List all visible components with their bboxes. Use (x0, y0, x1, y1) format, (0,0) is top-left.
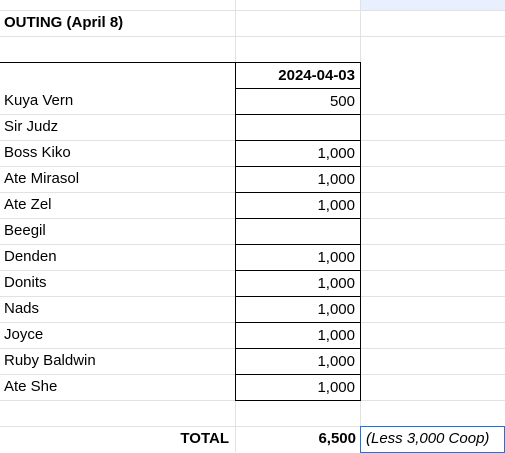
amount-cell[interactable]: 1,000 (235, 140, 361, 167)
amount-cell[interactable] (235, 114, 361, 141)
selected-column-highlight (361, 0, 505, 10)
amount-cell[interactable]: 1,000 (235, 166, 361, 193)
amount-cell[interactable]: 1,000 (235, 192, 361, 219)
amount-cell[interactable]: 1,000 (235, 348, 361, 375)
amount-cell[interactable]: 1,000 (235, 322, 361, 349)
active-cell-selection (360, 426, 505, 453)
gridline (0, 426, 505, 427)
table-border (0, 62, 235, 63)
amount-cell[interactable]: 1,000 (235, 296, 361, 323)
name-cell[interactable]: Donits (4, 274, 47, 291)
amount-cell[interactable]: 1,000 (235, 374, 361, 401)
name-cell[interactable]: Kuya Vern (4, 92, 74, 109)
gridline (0, 10, 505, 11)
name-cell[interactable]: Ate Mirasol (4, 170, 80, 187)
amount-cell[interactable]: 1,000 (235, 244, 361, 271)
name-cell[interactable]: Ruby Baldwin (4, 352, 96, 369)
gridline (0, 36, 505, 37)
name-cell[interactable]: Joyce (4, 326, 44, 343)
amount-cell[interactable] (235, 218, 361, 245)
name-cell[interactable]: Beegil (4, 222, 46, 239)
name-cell[interactable]: Boss Kiko (4, 144, 71, 161)
total-label[interactable]: TOTAL (180, 430, 229, 447)
name-cell[interactable]: Nads (4, 300, 40, 317)
date-header-cell[interactable]: 2024-04-03 (235, 62, 361, 89)
name-cell[interactable]: Ate Zel (4, 196, 52, 213)
total-value[interactable]: 6,500 (318, 430, 356, 447)
total-note[interactable]: (Less 3,000 Coop) (366, 430, 490, 447)
amount-cell[interactable]: 1,000 (235, 270, 361, 297)
name-cell[interactable]: Ate She (4, 378, 58, 395)
amount-cell[interactable]: 500 (235, 88, 361, 115)
sheet-title[interactable]: OUTING (April 8) (4, 14, 124, 31)
name-cell[interactable]: Sir Judz (4, 118, 59, 135)
name-cell[interactable]: Denden (4, 248, 57, 265)
